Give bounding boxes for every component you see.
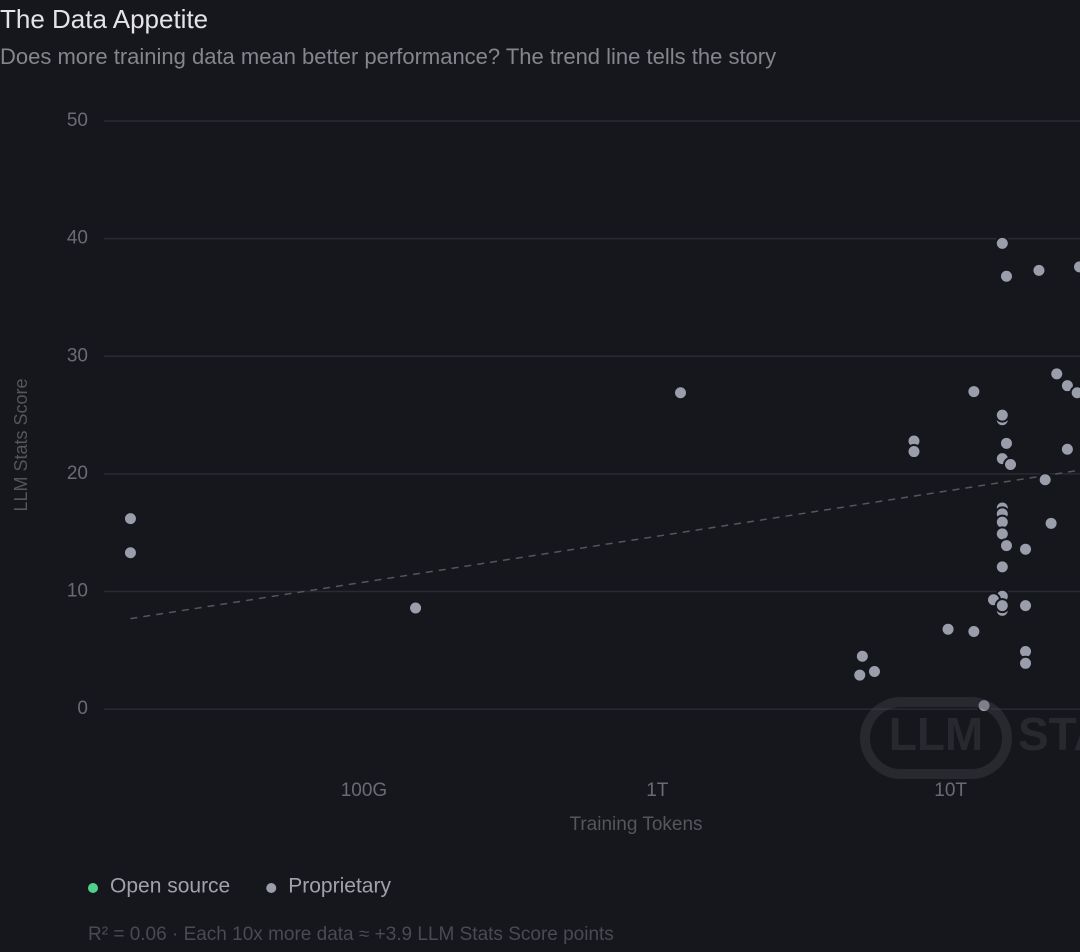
data-point — [1059, 378, 1075, 394]
data-point — [994, 598, 1010, 614]
data-point — [122, 511, 138, 527]
legend-marker — [266, 883, 277, 893]
y-tick-label: 20 — [67, 463, 88, 484]
plot-area: 0 10 20 30 40 50 100G 1T 10T Open source Proprieta… — [67, 110, 1080, 898]
y-tick-label: 50 — [67, 110, 88, 131]
x-tick-label: 1T — [646, 780, 669, 801]
data-point — [976, 698, 992, 714]
data-point — [940, 621, 956, 637]
legend-label: Proprietary — [288, 875, 391, 898]
data-point — [998, 538, 1014, 554]
data-point — [966, 624, 982, 640]
watermark: LLM STATS — [860, 697, 1080, 779]
data-point — [966, 384, 982, 400]
watermark-text: STATS — [1018, 708, 1080, 760]
y-tick-label: 30 — [67, 345, 88, 366]
data-point — [1003, 456, 1019, 472]
y-axis-label: LLM Stats Score — [11, 378, 31, 511]
data-point — [1059, 441, 1075, 457]
x-tick-label: 100G — [341, 780, 387, 801]
data-point — [998, 268, 1014, 284]
data-point — [122, 545, 138, 561]
chart-subtitle: Does more training data mean better perf… — [0, 44, 776, 69]
y-tick-label: 10 — [67, 581, 88, 602]
data-point — [1069, 385, 1080, 401]
x-axis-label: Training Tokens — [569, 814, 702, 835]
data-point — [408, 600, 424, 616]
data-point — [673, 385, 689, 401]
data-point — [1018, 655, 1034, 671]
trend-line — [130, 469, 1080, 620]
chart-title: The Data Appetite — [0, 4, 208, 34]
y-tick-label: 40 — [67, 228, 88, 249]
data-point — [1037, 472, 1053, 488]
watermark-pill — [860, 697, 1012, 779]
data-point — [994, 407, 1010, 423]
x-tick-label: 10T — [934, 780, 967, 801]
data-point — [1031, 262, 1047, 278]
data-point — [998, 435, 1014, 451]
data-point — [1043, 515, 1059, 531]
data-point — [854, 648, 870, 664]
data-point — [994, 559, 1010, 575]
y-tick-label: 0 — [77, 698, 88, 719]
data-point — [994, 235, 1010, 251]
data-point — [906, 444, 922, 460]
legend-label: Open source — [110, 875, 230, 898]
data-point — [1018, 541, 1034, 557]
data-point — [1049, 366, 1065, 382]
data-point — [866, 664, 882, 680]
data-point — [852, 667, 868, 683]
data-point — [1072, 259, 1080, 275]
footnote: R² = 0.06 · Each 10x more data ≈ +3.9 LL… — [88, 924, 614, 945]
data-point — [1018, 598, 1034, 614]
watermark-text: LLM — [889, 708, 984, 760]
legend-marker — [88, 883, 98, 893]
